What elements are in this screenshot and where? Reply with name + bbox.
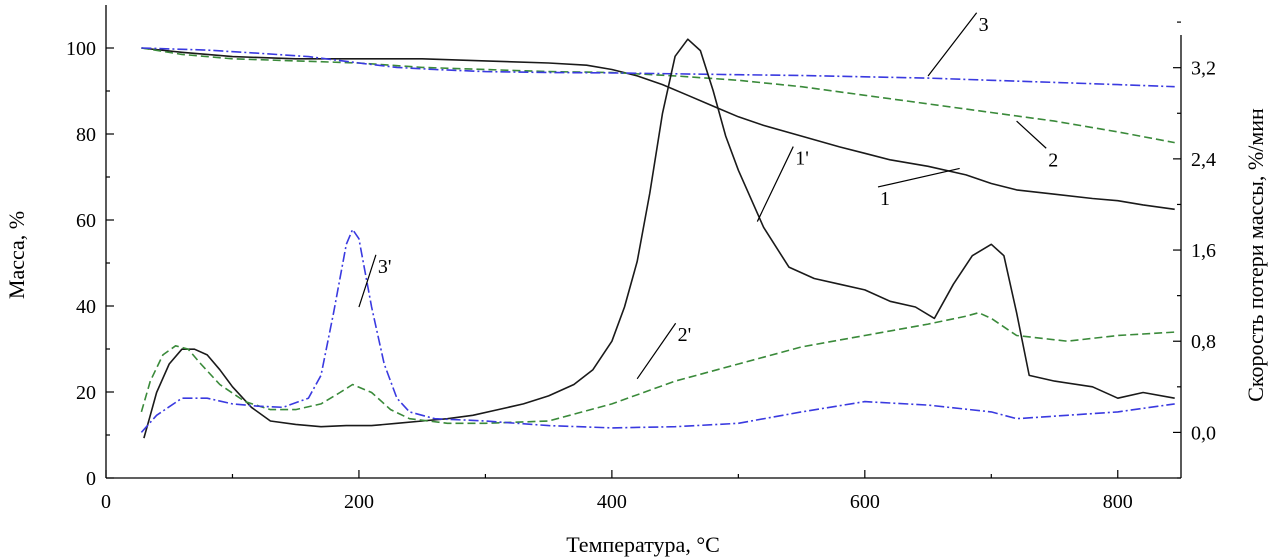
x-tick-label: 0 [101, 491, 111, 513]
left-y-tick-label: 100 [66, 38, 96, 60]
left-y-axis-title: Масса, % [4, 211, 29, 299]
right-y-tick-label: 0,0 [1191, 422, 1216, 444]
x-tick-label: 200 [344, 491, 374, 513]
annotations-group: 1 2 3 1' 2' 3' [358, 12, 1058, 380]
series-line-3 [141, 47, 1175, 88]
x-tick-label: 800 [1103, 491, 1133, 513]
ticks-group: 0 200 400 600 800 0 20 40 60 80 100 0,0 0,8 1,6 2,4 3,2 [66, 21, 1216, 513]
series-group [140, 38, 1175, 439]
series-line-2-prime [140, 311, 1175, 425]
left-y-tick-label: 60 [76, 210, 96, 232]
annotation-leader [756, 146, 794, 222]
left-y-tick-label: 0 [86, 468, 96, 490]
annotation-label: 2 [1048, 149, 1058, 171]
x-axis-title: Температура, °С [566, 532, 720, 557]
annotation-leader [358, 254, 377, 308]
left-y-tick-label: 80 [76, 124, 96, 146]
annotation-label: 1' [795, 148, 809, 170]
annotation-leader [877, 167, 960, 188]
annotation-leader [1016, 120, 1047, 149]
series-line-1 [141, 47, 1175, 211]
x-tick-label: 400 [597, 491, 627, 513]
annotation-label: 2' [678, 324, 692, 346]
right-y-tick-label: 2,4 [1191, 149, 1216, 171]
x-tick-label: 600 [850, 491, 880, 513]
annotation-label: 3' [378, 256, 392, 278]
annotation-leader [636, 322, 677, 380]
right-y-axis-title: Скорость потери массы, %/мин [1243, 108, 1268, 402]
axes-group [105, 5, 1182, 479]
left-y-tick-label: 40 [76, 296, 96, 318]
annotation-label: 1 [880, 188, 890, 210]
annotation-label: 3 [979, 14, 989, 36]
right-y-tick-label: 3,2 [1191, 58, 1216, 80]
series-line-3-prime [140, 228, 1175, 433]
annotation-leader [927, 12, 978, 77]
left-y-tick-label: 20 [76, 382, 96, 404]
right-y-tick-label: 0,8 [1191, 331, 1216, 353]
right-y-tick-label: 1,6 [1191, 240, 1216, 262]
series-line-2 [141, 47, 1175, 144]
series-line-1-prime [143, 38, 1175, 439]
